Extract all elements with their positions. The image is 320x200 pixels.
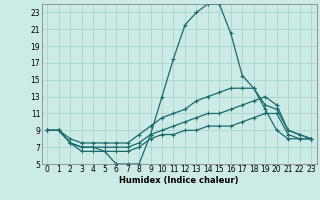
X-axis label: Humidex (Indice chaleur): Humidex (Indice chaleur) bbox=[119, 176, 239, 185]
